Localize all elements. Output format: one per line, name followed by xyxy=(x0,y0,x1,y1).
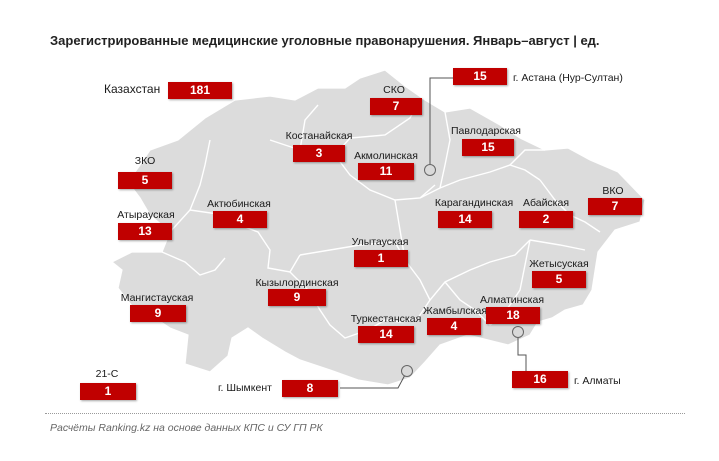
label-vko: ВКО xyxy=(602,185,624,197)
badge-ulytau: 1 xyxy=(354,250,408,267)
label-21c: 21-С xyxy=(95,368,119,380)
label-zhambyl: Жамбылская xyxy=(422,305,488,317)
label-pavlodar: Павлодарская xyxy=(451,125,521,137)
label-shymkent: г. Шымкент xyxy=(218,382,272,394)
label-aktobe: Актюбинская xyxy=(207,198,271,210)
badge-pavlodar: 15 xyxy=(462,139,514,156)
label-akmola: Акмолинская xyxy=(354,150,418,162)
badge-astana: 15 xyxy=(453,68,507,85)
label-karaganda: Карагандинская xyxy=(434,197,514,209)
label-turkestan: Туркестанская xyxy=(350,313,422,325)
astana-marker xyxy=(424,164,436,176)
label-atyrau: Атырауская xyxy=(117,209,175,221)
label-almaty-city: г. Алматы xyxy=(574,375,621,387)
label-sko: СКО xyxy=(383,84,405,96)
badge-zhambyl: 4 xyxy=(427,318,481,335)
badge-almaty-region: 18 xyxy=(486,307,540,324)
almaty-leader xyxy=(517,332,527,372)
shymkent-leader xyxy=(340,372,407,389)
footer-divider xyxy=(45,413,685,414)
badge-akmola: 11 xyxy=(358,163,414,180)
label-astana: г. Астана (Нур-Султан) xyxy=(513,72,623,84)
badge-sko: 7 xyxy=(370,98,422,115)
chart-title: Зарегистрированные медицинские уголовные… xyxy=(50,33,600,48)
astana-leader xyxy=(429,77,455,170)
leader-lines xyxy=(340,77,527,389)
label-kazakhstan: Казахстан xyxy=(104,82,161,96)
almaty-marker xyxy=(512,326,524,338)
badge-shymkent: 8 xyxy=(282,380,338,397)
badge-21c: 1 xyxy=(80,383,136,400)
badge-aktobe: 4 xyxy=(213,211,267,228)
badge-kazakhstan: 181 xyxy=(168,82,232,99)
label-zko: ЗКО xyxy=(134,155,156,167)
badge-mangystau: 9 xyxy=(130,305,186,322)
badge-turkestan: 14 xyxy=(358,326,414,343)
source-note: Расчёты Ranking.kz на основе данных КПС … xyxy=(50,422,323,434)
shymkent-marker xyxy=(401,365,413,377)
badge-zhetysu: 5 xyxy=(532,271,586,288)
badge-almaty-city: 16 xyxy=(512,371,568,388)
label-almaty-region: Алматинская xyxy=(479,294,545,306)
badge-kyzylorda: 9 xyxy=(268,289,326,306)
label-kostanay: Костанайская xyxy=(285,130,353,142)
city-markers xyxy=(401,164,524,377)
label-ulytau: Улытауская xyxy=(351,236,409,248)
badge-atyrau: 13 xyxy=(118,223,172,240)
badge-vko: 7 xyxy=(588,198,642,215)
label-kyzylorda: Кызылординская xyxy=(255,277,339,289)
label-zhetysu: Жетысуская xyxy=(529,258,589,270)
badge-zko: 5 xyxy=(118,172,172,189)
badge-karaganda: 14 xyxy=(438,211,492,228)
badge-kostanay: 3 xyxy=(293,145,345,162)
badge-abay: 2 xyxy=(519,211,573,228)
label-mangystau: Мангистауская xyxy=(120,292,194,304)
label-abay: Абайская xyxy=(522,197,570,209)
